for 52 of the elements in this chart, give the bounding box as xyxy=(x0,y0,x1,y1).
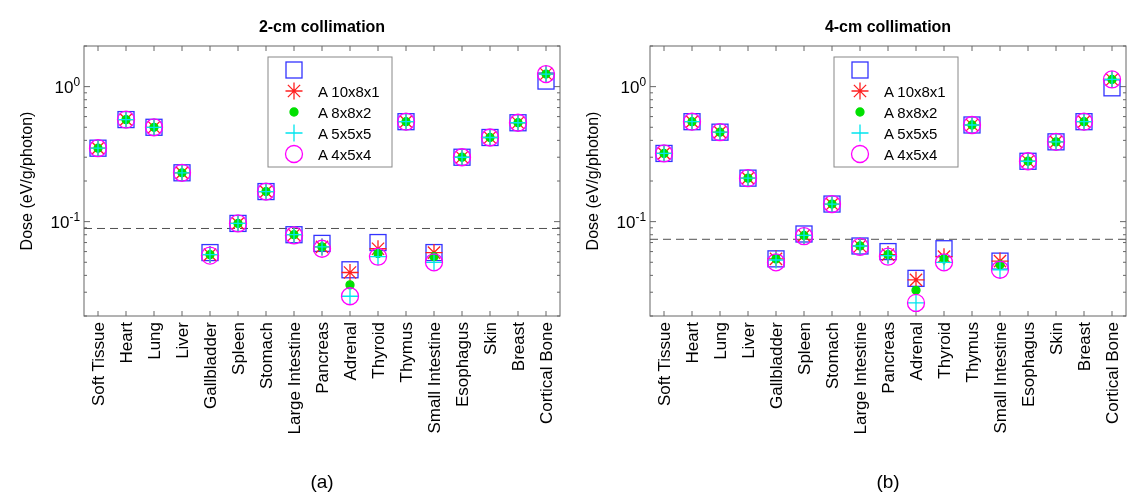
x-tick-label: Pancreas xyxy=(879,322,898,394)
legend-label: A 8x8x2 xyxy=(884,104,938,121)
x-tick-label: Thymus xyxy=(963,322,982,383)
legend-label: A 10x8x1 xyxy=(884,83,946,100)
x-tick-label: Stomach xyxy=(823,322,842,390)
x-tick-label: Lung xyxy=(711,322,730,360)
x-tick-label: Breast xyxy=(1075,321,1094,372)
x-tick-label: Breast xyxy=(509,321,528,372)
x-tick-label: Small Intestine xyxy=(425,322,444,434)
x-tick-label: Esophagus xyxy=(453,322,472,408)
x-tick-label: Gallbladder xyxy=(201,321,220,409)
x-tick-label: Cortical Bone xyxy=(1103,322,1122,425)
text: (a) xyxy=(310,471,334,492)
legend-label: A 5x5x5 xyxy=(318,125,372,142)
x-tick-label: Small Intestine xyxy=(991,322,1010,434)
x-tick-label: Heart xyxy=(683,321,702,364)
x-tick-label: Esophagus xyxy=(1019,322,1038,408)
x-tick-label: Adrenal xyxy=(341,322,360,381)
y-tick-label: 10$^{-1}$ xyxy=(50,209,81,232)
x-tick-label: Skin xyxy=(481,322,500,356)
y-tick-label: 10$^{-1}$ xyxy=(616,209,647,232)
x-tick-label: Spleen xyxy=(229,322,248,375)
x-tick-label: Thyroid xyxy=(935,322,954,379)
text: (b) xyxy=(876,471,900,492)
chart-title: 4-cm collimation xyxy=(824,18,952,35)
legend-label: A 4x5x4 xyxy=(884,146,938,163)
y-axis-title: Dose (eV/g/photon) xyxy=(18,111,35,251)
x-tick-label: Cortical Bone xyxy=(537,322,556,425)
y-tick-label: 10$^{0}$ xyxy=(54,74,81,97)
legend-label: A 4x5x4 xyxy=(318,146,372,163)
x-tick-label: Liver xyxy=(173,321,192,359)
x-tick-label: Thyroid xyxy=(369,322,388,379)
x-tick-label: Adrenal xyxy=(907,322,926,381)
legend-label: A 10x8x1 xyxy=(318,83,380,100)
x-tick-label: Pancreas xyxy=(313,322,332,394)
x-tick-label: Thymus xyxy=(397,322,416,383)
x-tick-label: Liver xyxy=(739,321,758,359)
x-tick-label: Large Intestine xyxy=(285,322,304,435)
x-tick-label: Large Intestine xyxy=(851,322,870,435)
x-tick-label: Soft Tissue xyxy=(89,322,108,407)
chart-title: 2-cm collimation xyxy=(258,18,386,35)
y-axis-title: Dose (eV/g/photon) xyxy=(584,111,601,251)
x-tick-label: Gallbladder xyxy=(767,321,786,409)
legend-label: A 8x8x2 xyxy=(318,104,372,121)
x-tick-label: Spleen xyxy=(795,322,814,375)
x-tick-label: Soft Tissue xyxy=(655,322,674,407)
x-tick-label: Skin xyxy=(1047,322,1066,356)
y-tick-label: 10$^{0}$ xyxy=(620,74,647,97)
x-tick-label: Heart xyxy=(117,321,136,364)
legend-label: A 5x5x5 xyxy=(884,125,938,142)
x-tick-label: Lung xyxy=(145,322,164,360)
x-tick-label: Stomach xyxy=(257,322,276,390)
